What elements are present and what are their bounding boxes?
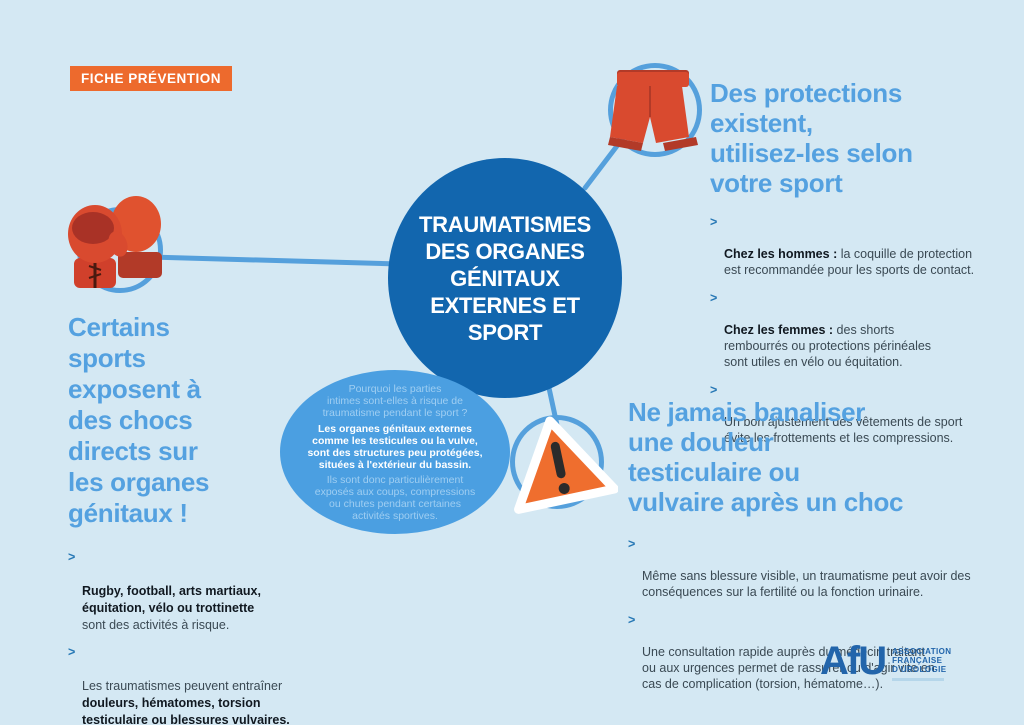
afu-logo-text: ASSOCIATION FRANÇAISE D'UROLOGIE (892, 643, 951, 681)
afu-logo-acronym: AfU (820, 639, 887, 683)
protection-bullet-2: > Chez les femmes : des shorts rembourré… (710, 291, 932, 369)
risk-section-heading: Certains sports exposent à des chocs dir… (68, 312, 210, 528)
boxing-gloves-icon (68, 196, 162, 288)
warning-circle-outline (510, 415, 604, 509)
risk-bullet-1: > Rugby, football, arts martiaux, équita… (68, 550, 261, 632)
chevron-icon: > (628, 613, 636, 627)
pain-bullet-list: > Même sans blessure visible, un traumat… (628, 536, 1024, 704)
chevron-icon: > (68, 645, 76, 659)
risk-bullet-2: > Les traumatismes peuvent entraîner dou… (68, 645, 290, 725)
protection-bullet-1: > Chez les hommes : la coquille de prote… (710, 215, 975, 277)
prevention-sheet-badge: FICHE PRÉVENTION (70, 66, 233, 91)
chevron-icon: > (628, 537, 636, 551)
main-title-circle: TRAUMATISMES DES ORGANES GÉNITAUX EXTERN… (388, 158, 622, 398)
chevron-icon: > (710, 215, 718, 229)
shorts-circle-outline (608, 63, 702, 157)
protection-bullet-3: > Un bon ajustement des vêtements de spo… (710, 383, 963, 445)
chevron-icon: > (710, 383, 718, 397)
afu-logo: AfU ASSOCIATION FRANÇAISE D'UROLOGIE (820, 639, 951, 683)
risk-bullet-list: > Rugby, football, arts martiaux, équita… (68, 549, 348, 725)
chevron-icon: > (68, 550, 76, 564)
bubble-question: Pourquoi les parties intimes sont-elles … (322, 382, 468, 419)
shorts-icon (608, 70, 698, 151)
bubble-answer-bold: Les organes génitaux externes comme les … (307, 422, 483, 471)
afu-logo-underline (892, 678, 945, 681)
chevron-icon: > (710, 291, 718, 305)
warning-icon (514, 416, 618, 514)
protection-section-heading: Des protections existent, utilisez-les s… (710, 78, 913, 198)
protection-bullet-list: > Chez les hommes : la coquille de prote… (710, 214, 1020, 458)
bubble-answer-rest: Ils sont donc particulièrement exposés a… (314, 473, 476, 522)
explanation-bubble: Pourquoi les parties intimes sont-elles … (280, 370, 510, 534)
poster-title: TRAUMATISMES DES ORGANES GÉNITAUX EXTERN… (419, 211, 591, 345)
pain-bullet-1: > Même sans blessure visible, un traumat… (628, 537, 971, 599)
pain-bullet-2: > Une consultation rapide auprès du méde… (628, 613, 935, 691)
pain-section-heading: Ne jamais banaliser une douleur testicul… (628, 397, 904, 517)
